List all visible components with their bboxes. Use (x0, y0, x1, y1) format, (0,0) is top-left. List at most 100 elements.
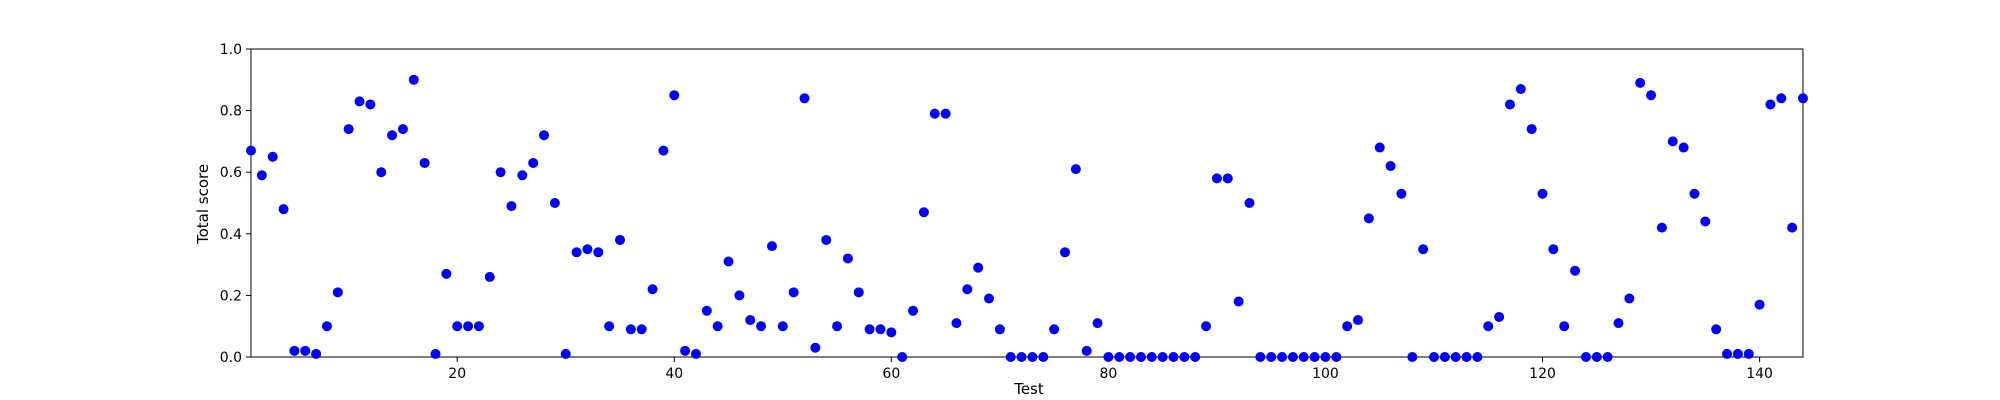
data-point (1591, 352, 1602, 362)
data-point (1135, 352, 1146, 362)
data-point (1277, 352, 1288, 362)
data-point (680, 345, 691, 356)
data-point (625, 324, 636, 335)
data-point (1168, 352, 1179, 362)
data-point (1787, 222, 1798, 233)
data-point (256, 170, 267, 181)
data-point (658, 145, 669, 156)
data-point (1515, 84, 1526, 95)
data-point (940, 108, 951, 119)
data-point (745, 315, 756, 326)
data-point (908, 305, 919, 316)
data-point (1287, 352, 1298, 362)
data-point (1461, 352, 1472, 362)
data-point (1656, 222, 1667, 233)
data-point (1537, 188, 1548, 199)
x-tick-label: 40 (665, 366, 683, 382)
data-point (1179, 352, 1190, 362)
data-point (864, 324, 875, 335)
data-point (549, 198, 560, 208)
data-point (343, 124, 354, 135)
plot-frame (250, 48, 1804, 358)
data-point (1472, 352, 1483, 362)
data-point (1776, 93, 1787, 104)
data-point (1092, 318, 1103, 329)
data-point (1428, 352, 1439, 362)
y-tick-label: 1.0 (220, 42, 242, 58)
data-point (615, 234, 626, 245)
data-point (984, 293, 995, 304)
data-point (1114, 352, 1125, 362)
data-point (821, 234, 832, 245)
data-point (1244, 198, 1255, 208)
data-point (1233, 296, 1244, 307)
data-point (1570, 265, 1581, 276)
data-point (1526, 124, 1537, 135)
data-point (1689, 188, 1700, 199)
data-point (1363, 213, 1374, 224)
data-point (1374, 142, 1385, 153)
data-point (1483, 321, 1494, 332)
x-tick-label: 120 (1529, 366, 1556, 382)
y-axis-label: Total score (194, 164, 212, 245)
data-point (484, 271, 495, 282)
y-tick-label: 0.0 (220, 350, 242, 366)
data-point (1211, 173, 1222, 184)
data-point (1743, 348, 1754, 359)
data-point (1407, 352, 1418, 362)
data-point (1353, 315, 1364, 326)
data-point (1038, 352, 1049, 362)
plot-area: 20 40 60 80 100 120 140 0.0 0.2 0.4 0.6 0.8 1.0 (220, 42, 1808, 382)
data-point (886, 327, 897, 338)
data-point (1580, 352, 1591, 362)
data-point (1700, 216, 1711, 227)
data-point (387, 130, 398, 141)
y-tick-label: 0.6 (220, 165, 242, 181)
data-point (321, 321, 332, 332)
data-point (1667, 136, 1678, 147)
data-point (408, 74, 419, 85)
data-point (354, 96, 365, 107)
data-point (1157, 352, 1168, 362)
data-point (539, 130, 550, 141)
data-point (1255, 352, 1266, 362)
x-tick-label: 60 (882, 366, 900, 382)
data-point (1146, 352, 1157, 362)
data-point (1385, 161, 1396, 172)
data-point (1548, 244, 1559, 255)
data-point (766, 241, 777, 252)
data-point (517, 170, 528, 181)
data-point (951, 318, 962, 329)
data-point (842, 253, 853, 264)
data-point (1222, 173, 1233, 184)
data-point (1754, 299, 1765, 310)
data-point (669, 90, 680, 101)
data-point (1081, 345, 1092, 356)
data-point (853, 287, 864, 298)
data-point (1765, 99, 1776, 110)
data-point (777, 321, 788, 332)
data-point (1494, 311, 1505, 322)
data-point (506, 201, 517, 212)
data-point (1678, 142, 1689, 153)
data-point (734, 290, 745, 301)
x-tick-label: 140 (1746, 366, 1773, 382)
data-point (463, 321, 474, 332)
data-point (1201, 321, 1212, 332)
data-point (690, 348, 701, 359)
data-point (1027, 352, 1038, 362)
data-point (332, 287, 343, 298)
data-point (712, 321, 723, 332)
data-point (397, 124, 408, 135)
data-point (246, 145, 256, 156)
data-point (1418, 244, 1429, 255)
data-point (875, 324, 886, 335)
x-tick-label: 80 (1099, 366, 1117, 382)
data-point (528, 157, 539, 168)
data-point (593, 247, 604, 258)
data-point (1396, 188, 1407, 199)
data-point (1613, 318, 1624, 329)
data-point (832, 321, 843, 332)
data-point (918, 207, 929, 218)
